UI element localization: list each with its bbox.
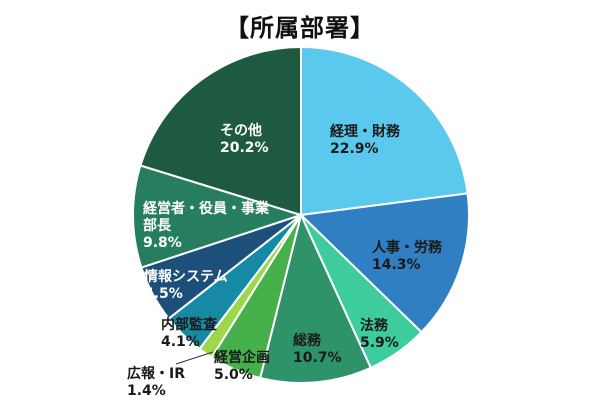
slice-category-label: 部長 [143, 217, 172, 234]
slice-label: 情報システム 5.5% [144, 268, 228, 302]
slice-category-label: 法務 [360, 317, 389, 334]
slice-category-label: 広報・IR [127, 365, 185, 382]
slice-value-label: 4.1% [161, 334, 200, 350]
slice-value-label: 10.7% [293, 350, 342, 366]
slice-category-label: 内部監査 [161, 316, 218, 333]
slice-value-label: 9.8% [143, 235, 182, 251]
slice-value-label: 5.5% [144, 286, 183, 302]
slice-label: 人事・労務 14.3% [372, 239, 443, 273]
slice-label: 経営者・役員・事業部長 9.8% [143, 200, 270, 251]
slice-category-label: 人事・労務 [372, 239, 443, 256]
slice-value-label: 22.9% [330, 141, 379, 157]
slice-value-label: 5.9% [360, 335, 399, 351]
slice-category-label: 経営企画 [214, 349, 270, 366]
slice-label: 法務 5.9% [360, 317, 399, 351]
leader-line [175, 351, 214, 365]
slice-value-label: 5.0% [214, 367, 253, 383]
slice-label: 経理・財務 22.9% [330, 123, 401, 157]
pie-slice [132, 164, 302, 269]
slice-value-label: 1.4% [127, 383, 166, 399]
pie-slice [300, 46, 469, 216]
slice-category-label: 経理・財務 [330, 123, 401, 140]
pie-slice [139, 46, 302, 216]
slice-label: 経営企画 5.0% [214, 349, 270, 383]
slice-value-label: 20.2% [220, 140, 269, 156]
slice-label: 広報・IR 1.4% [127, 365, 185, 399]
slice-label: 総務 10.7% [293, 332, 342, 366]
pie-slice [259, 214, 372, 385]
pie-slices [132, 46, 470, 385]
slice-label: その他 20.2% [220, 122, 269, 156]
slice-category-label: 総務 [293, 332, 322, 349]
slice-category-label: その他 [220, 122, 262, 139]
pie-slice [300, 192, 470, 334]
slice-value-label: 14.3% [372, 257, 421, 273]
slice-label: 内部監査 4.1% [161, 316, 218, 350]
slice-category-label: 情報システム [144, 268, 228, 285]
chart-title: 【所属部署】 [225, 14, 375, 42]
slice-category-label: 経営者・役員・事業 [143, 200, 270, 217]
pie-labels: 経理・財務 22.9% 人事・労務 14.3% 法務 5.9% 総務 10.7% 経営企画 5.0… [127, 122, 443, 399]
